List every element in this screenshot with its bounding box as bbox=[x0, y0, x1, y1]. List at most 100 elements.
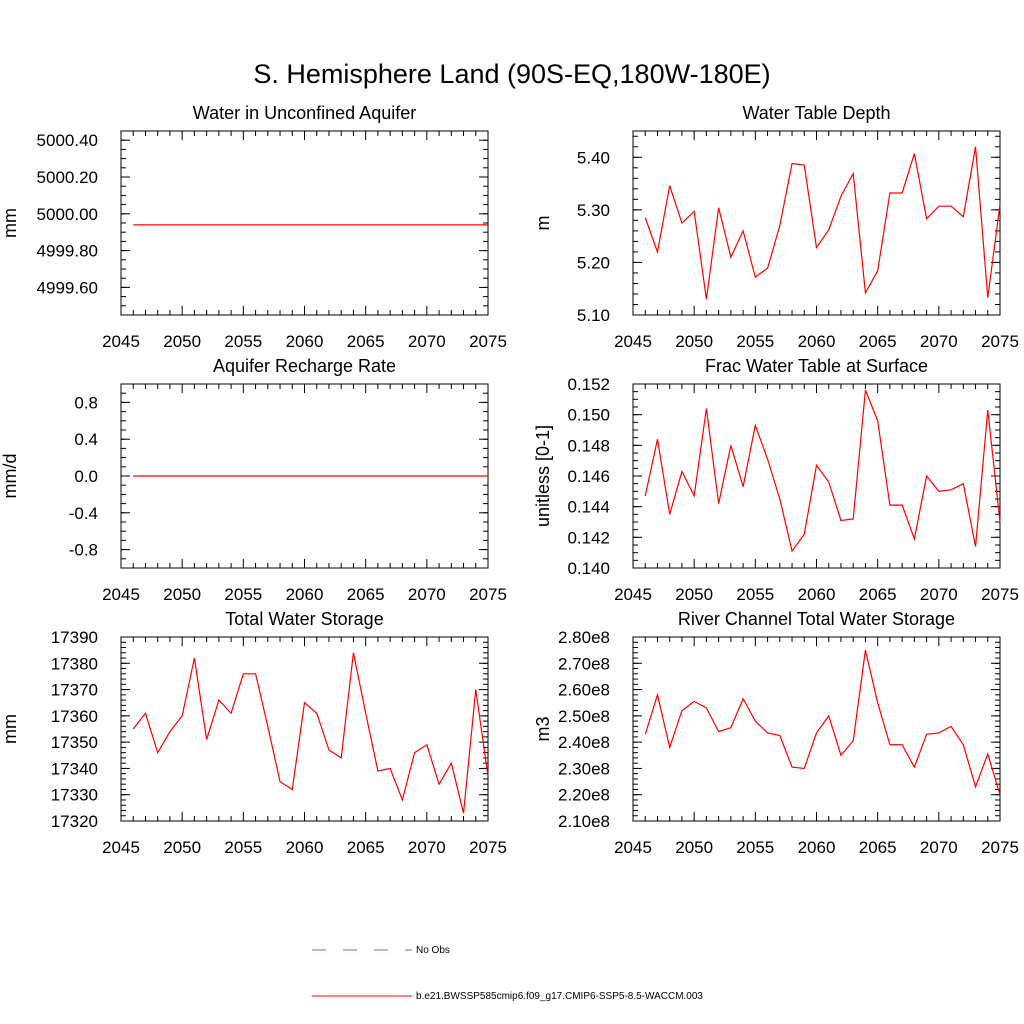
series-line bbox=[644, 389, 1001, 553]
y-axis-label: mm/d bbox=[0, 454, 20, 499]
main-title: S. Hemisphere Land (90S-EQ,180W-180E) bbox=[253, 59, 770, 89]
legend-label-model-run: b.e21.BWSSP585cmip6.f09_g17.CMIP6-SSP5-8… bbox=[416, 991, 703, 1002]
x-tick-label: 2075 bbox=[981, 838, 1019, 857]
y-tick-label: 17330 bbox=[51, 786, 98, 805]
y-tick-label: 0.140 bbox=[567, 559, 610, 578]
y-tick-label: 5000.00 bbox=[37, 205, 98, 224]
y-axis-label: m bbox=[533, 216, 553, 231]
y-tick-label: 0.144 bbox=[567, 498, 610, 517]
series-line bbox=[644, 146, 1001, 300]
x-tick-label: 2050 bbox=[675, 332, 713, 351]
y-tick-label: 0.152 bbox=[567, 375, 610, 394]
panel-title: Frac Water Table at Surface bbox=[705, 356, 928, 376]
x-tick-label: 2055 bbox=[736, 838, 774, 857]
series-line bbox=[644, 650, 1001, 795]
y-tick-label: 0.8 bbox=[74, 393, 98, 412]
y-tick-label: 5.20 bbox=[577, 253, 610, 272]
y-tick-label: 17350 bbox=[51, 733, 98, 752]
plot-frame bbox=[120, 636, 489, 822]
x-tick-label: 2050 bbox=[163, 838, 201, 857]
y-tick-label: 4999.60 bbox=[37, 278, 98, 297]
y-tick-label: 5.40 bbox=[577, 148, 610, 167]
x-tick-label: 2045 bbox=[614, 838, 652, 857]
y-tick-label: 17380 bbox=[51, 654, 98, 673]
x-tick-label: 2070 bbox=[920, 838, 958, 857]
panel-grid: Water in Unconfined Aquifer 2045 2050 2055 2… bbox=[0, 103, 1019, 857]
panel-4: Frac Water Table at Surface 2045 2050 2055 2… bbox=[533, 356, 1019, 604]
x-tick-label: 2045 bbox=[102, 838, 140, 857]
y-tick-label: 0.142 bbox=[567, 528, 610, 547]
plot-frame bbox=[120, 130, 489, 316]
panel-title: Total Water Storage bbox=[225, 609, 383, 629]
y-tick-label: -0.4 bbox=[69, 504, 98, 523]
x-tick-label: 2075 bbox=[981, 332, 1019, 351]
y-tick-label: 2.50e8 bbox=[558, 707, 610, 726]
y-tick-label: 17320 bbox=[51, 812, 98, 831]
panel-3: Aquifer Recharge Rate 2045 2050 2055 2060 206… bbox=[0, 356, 507, 604]
x-tick-label: 2075 bbox=[469, 332, 507, 351]
x-tick-label: 2055 bbox=[224, 838, 262, 857]
legend-label-no-obs: No Obs bbox=[416, 945, 450, 956]
x-tick-label: 2070 bbox=[408, 838, 446, 857]
plot-frame bbox=[632, 130, 1001, 316]
x-tick-label: 2065 bbox=[859, 332, 897, 351]
y-tick-label: 2.40e8 bbox=[558, 733, 610, 752]
y-tick-label: 2.30e8 bbox=[558, 759, 610, 778]
legend: No Obs b.e21.BWSSP585cmip6.f09_g17.CMIP6… bbox=[312, 945, 703, 1002]
x-tick-label: 2060 bbox=[286, 838, 324, 857]
x-tick-label: 2055 bbox=[224, 332, 262, 351]
x-tick-label: 2060 bbox=[798, 585, 836, 604]
x-tick-label: 2050 bbox=[675, 838, 713, 857]
y-tick-label: -0.8 bbox=[69, 541, 98, 560]
y-tick-label: 0.0 bbox=[74, 467, 98, 486]
y-axis-label: m3 bbox=[533, 716, 553, 741]
y-tick-label: 5000.40 bbox=[37, 131, 98, 150]
x-tick-label: 2045 bbox=[614, 585, 652, 604]
y-tick-label: 0.4 bbox=[74, 430, 98, 449]
x-tick-label: 2075 bbox=[469, 838, 507, 857]
panel-title: Water in Unconfined Aquifer bbox=[193, 103, 416, 123]
panel-5: Total Water Storage 2045 2050 2055 2060 2065 2… bbox=[0, 609, 507, 857]
series-line bbox=[132, 652, 489, 814]
y-tick-label: 0.150 bbox=[567, 406, 610, 425]
plot-frame bbox=[632, 383, 1001, 569]
x-tick-label: 2075 bbox=[469, 585, 507, 604]
y-tick-label: 4999.80 bbox=[37, 242, 98, 261]
panel-title: River Channel Total Water Storage bbox=[678, 609, 955, 629]
y-tick-label: 17390 bbox=[51, 628, 98, 647]
x-tick-label: 2060 bbox=[286, 332, 324, 351]
y-tick-label: 17340 bbox=[51, 759, 98, 778]
y-tick-label: 2.10e8 bbox=[558, 812, 610, 831]
x-tick-label: 2050 bbox=[163, 332, 201, 351]
x-tick-label: 2055 bbox=[736, 585, 774, 604]
x-tick-label: 2065 bbox=[859, 585, 897, 604]
panel-2: Water Table Depth 2045 2050 2055 2060 2065 207… bbox=[533, 103, 1019, 351]
x-tick-label: 2060 bbox=[798, 332, 836, 351]
y-tick-label: 5000.20 bbox=[37, 168, 98, 187]
y-tick-label: 5.30 bbox=[577, 201, 610, 220]
x-tick-label: 2045 bbox=[614, 332, 652, 351]
x-tick-label: 2065 bbox=[347, 838, 385, 857]
y-tick-label: 0.146 bbox=[567, 467, 610, 486]
x-tick-label: 2070 bbox=[920, 332, 958, 351]
panel-6: River Channel Total Water Storage 2045 205… bbox=[533, 609, 1019, 857]
x-tick-label: 2065 bbox=[859, 838, 897, 857]
x-tick-label: 2060 bbox=[798, 838, 836, 857]
x-tick-label: 2060 bbox=[286, 585, 324, 604]
y-tick-label: 17370 bbox=[51, 681, 98, 700]
panel-1: Water in Unconfined Aquifer 2045 2050 2055 2… bbox=[0, 103, 507, 351]
x-tick-label: 2045 bbox=[102, 332, 140, 351]
y-axis-label: mm bbox=[0, 208, 20, 238]
panel-title: Aquifer Recharge Rate bbox=[213, 356, 396, 376]
y-tick-label: 17360 bbox=[51, 707, 98, 726]
x-tick-label: 2050 bbox=[163, 585, 201, 604]
x-tick-label: 2050 bbox=[675, 585, 713, 604]
y-axis-label: mm bbox=[0, 714, 20, 744]
x-tick-label: 2055 bbox=[736, 332, 774, 351]
panel-title: Water Table Depth bbox=[742, 103, 890, 123]
x-tick-label: 2070 bbox=[920, 585, 958, 604]
x-tick-label: 2055 bbox=[224, 585, 262, 604]
x-tick-label: 2065 bbox=[347, 585, 385, 604]
y-tick-label: 2.80e8 bbox=[558, 628, 610, 647]
